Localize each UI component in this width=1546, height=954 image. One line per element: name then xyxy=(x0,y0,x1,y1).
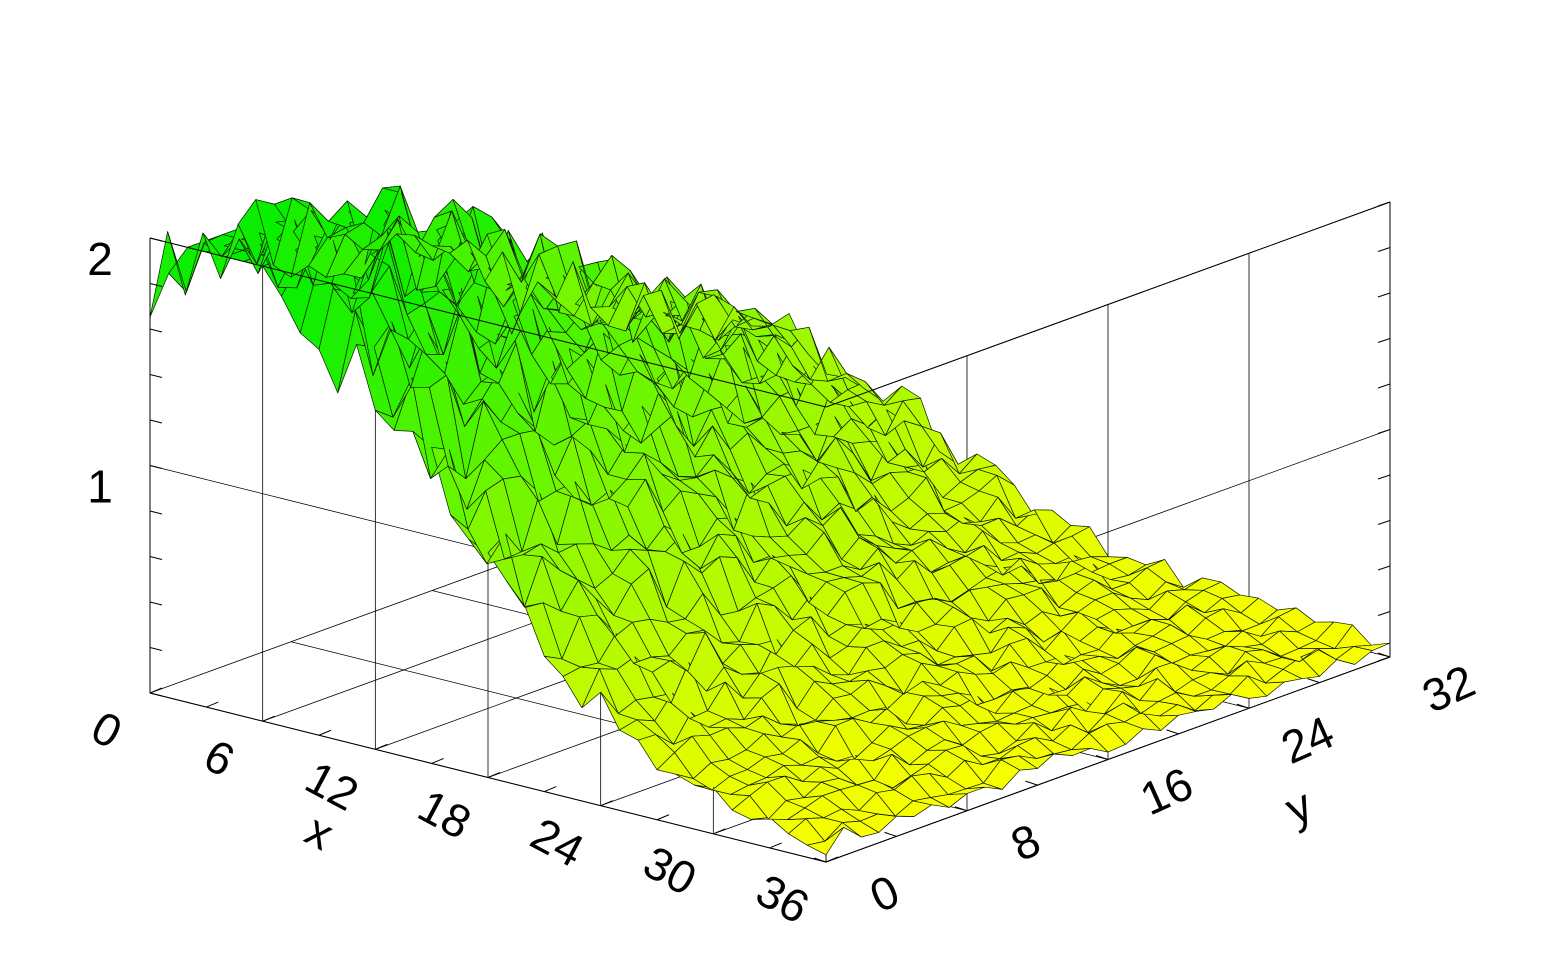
x-tick xyxy=(600,800,613,807)
x-tick-label: 36 xyxy=(748,864,818,934)
y-tick-label: 16 xyxy=(1132,757,1200,825)
y-tick xyxy=(1166,729,1179,735)
chart-axes xyxy=(149,201,1391,863)
y-tick xyxy=(1095,755,1109,760)
x-tick xyxy=(487,772,501,778)
x-tick xyxy=(262,715,275,722)
y-tick xyxy=(1236,703,1250,709)
x-tick-label: 18 xyxy=(410,779,480,849)
x-tick xyxy=(825,856,839,863)
x-tick xyxy=(656,814,670,821)
y-tick xyxy=(1307,678,1320,684)
y-tick xyxy=(1377,652,1391,658)
z-tick-right xyxy=(1377,429,1391,434)
z-tick-right xyxy=(1377,338,1391,343)
top-right-line xyxy=(825,201,1391,408)
z-tick-right xyxy=(1377,565,1391,571)
z-tick-label: 1 xyxy=(87,461,113,513)
z-tick xyxy=(149,556,163,560)
x-tick xyxy=(769,842,782,849)
x-tick-label: 24 xyxy=(523,807,593,877)
z-tick xyxy=(149,510,163,515)
x-tick xyxy=(431,757,444,764)
z-tick xyxy=(149,237,163,242)
x-tick xyxy=(206,701,219,708)
z-tick xyxy=(149,647,163,651)
z-tick xyxy=(149,601,163,606)
z-tick xyxy=(149,328,163,333)
y-tick-label: 24 xyxy=(1273,706,1341,774)
y-tick xyxy=(954,806,968,812)
x-tick xyxy=(375,743,388,750)
x-tick-label: 30 xyxy=(635,835,705,905)
z-tick xyxy=(149,692,163,697)
y-tick xyxy=(1025,780,1038,786)
surface-mesh xyxy=(149,185,1391,856)
z-tick xyxy=(149,283,163,287)
z-tick-right xyxy=(1377,247,1391,252)
y-tick xyxy=(884,831,897,837)
z-tick-right xyxy=(1377,292,1391,298)
y-axis-label: y xyxy=(1277,778,1319,835)
z-tick-right xyxy=(1377,611,1391,616)
z-tick-label: 2 xyxy=(87,233,113,285)
x-tick xyxy=(149,687,163,694)
z-tick xyxy=(149,465,163,469)
z-tick xyxy=(149,374,163,378)
z-tick-right xyxy=(1377,520,1391,525)
top-back-line xyxy=(149,237,827,408)
z-tick xyxy=(149,419,163,424)
y-tick-label: 8 xyxy=(1003,813,1048,871)
x-tick-label: 0 xyxy=(83,701,130,759)
y-tick-label: 32 xyxy=(1414,654,1482,722)
x-axis-label: x xyxy=(297,803,342,860)
z-tick-right xyxy=(1377,474,1391,480)
z-tick-right xyxy=(1377,201,1391,207)
z-tick-right xyxy=(1377,383,1391,389)
x-tick-label: 6 xyxy=(196,729,243,787)
x-tick xyxy=(713,828,726,835)
x-tick xyxy=(318,729,332,736)
z-tick-right xyxy=(1377,656,1391,662)
y-tick xyxy=(813,857,827,863)
y-tick-label: 0 xyxy=(862,865,907,923)
x-tick xyxy=(544,786,557,793)
